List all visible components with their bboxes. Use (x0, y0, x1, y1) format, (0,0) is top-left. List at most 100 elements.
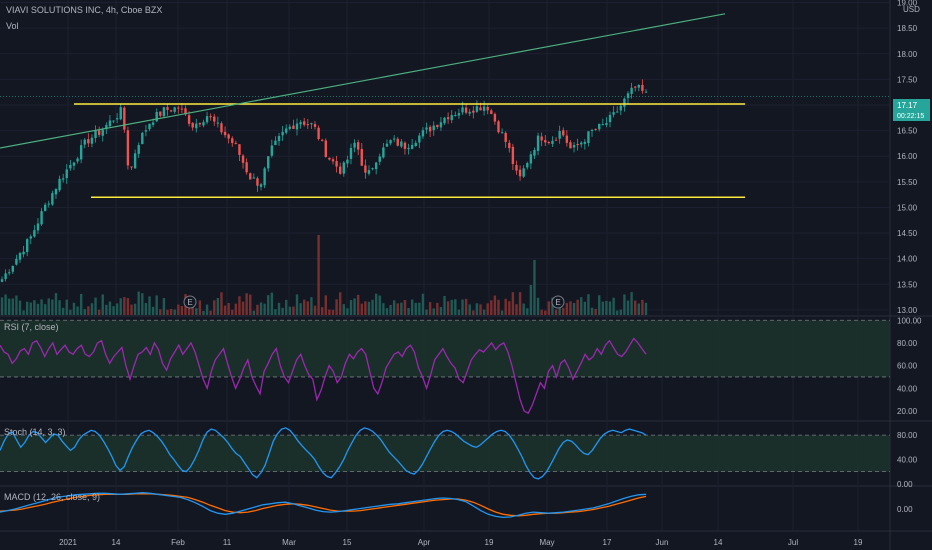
candle-body (533, 150, 536, 156)
candle-body (515, 164, 518, 171)
indicator-tick-label: 40.00 (897, 384, 918, 393)
volume-bar (202, 310, 205, 315)
candle-body (303, 121, 306, 125)
candle-body (508, 142, 511, 149)
candle-body (249, 173, 252, 180)
volume-bar (43, 304, 47, 315)
volume-bar (594, 308, 597, 315)
time-tick-label: 2021 (59, 538, 77, 547)
volume-bar (97, 309, 101, 315)
candle-body (335, 161, 338, 167)
time-tick-label: May (539, 538, 554, 547)
candles[interactable] (0, 79, 648, 283)
candle-body (166, 107, 169, 110)
candle-body (626, 93, 630, 99)
candle-body (392, 138, 396, 140)
time-axis[interactable]: 2021 14 Feb 11 Mar 15 Apr 19 May 17 Jun 14 Jul 19 (59, 538, 863, 547)
candle-body (97, 130, 101, 135)
candle-body (641, 84, 644, 91)
volume-bar (227, 302, 230, 315)
candle-body (259, 184, 263, 187)
volume-bar (479, 304, 482, 315)
volume-bar (389, 304, 392, 315)
rsi-pane[interactable] (0, 319, 890, 415)
volume-bar (500, 310, 504, 315)
candle-body (321, 139, 324, 141)
volume-bar (245, 293, 248, 315)
volume-bar (15, 295, 18, 315)
candle-body (36, 223, 40, 231)
candle-body (356, 142, 360, 150)
volume-bar (356, 294, 360, 315)
volume-bar (198, 300, 202, 315)
volume-bar (414, 302, 417, 315)
volume-bar (7, 298, 11, 315)
candle-body (396, 138, 399, 146)
candle-body (61, 178, 65, 180)
price-tick-label: 13.50 (897, 280, 918, 289)
volume-bar (547, 301, 551, 315)
candle-body (580, 142, 583, 145)
earnings-marker (551, 295, 565, 309)
volume-bar (508, 301, 511, 315)
volume-bar (626, 300, 630, 315)
rsi-line (0, 337, 647, 415)
price-tick-label: 15.50 (897, 178, 918, 187)
volume-bar (33, 300, 36, 315)
volume-bar (580, 297, 583, 315)
volume-bar (533, 260, 536, 315)
candle-body (634, 86, 637, 88)
volume-bar (299, 303, 302, 315)
volume-bar (540, 309, 543, 315)
volume-bar (133, 303, 137, 315)
candle-body (374, 162, 378, 170)
candle-body (342, 162, 345, 174)
candle-body (202, 122, 205, 126)
volume-bar (47, 298, 50, 315)
candle-body (324, 140, 327, 157)
candle-body (403, 142, 407, 149)
volume-bar (464, 298, 468, 315)
candle-body (151, 122, 155, 125)
stoch-pane[interactable] (0, 427, 890, 480)
macd-label: MACD (12, 26, close, 9) (4, 492, 100, 502)
candle-body (623, 98, 626, 107)
volume-bar (162, 298, 166, 315)
candle-body (184, 108, 187, 115)
volume-bar (446, 301, 450, 315)
drawing-overlays[interactable] (0, 13, 890, 198)
candle-body (346, 159, 349, 164)
candle-body (331, 159, 335, 162)
macd-pane[interactable] (0, 492, 647, 519)
candle-body (594, 128, 597, 130)
price-tag-2-text: 00:22:15 (897, 113, 924, 120)
candle-body (216, 122, 220, 124)
candle-body (195, 123, 198, 129)
volume-bar (400, 302, 403, 315)
candle-body (526, 163, 529, 168)
volume-bar (94, 297, 97, 315)
time-tick-label: 11 (223, 538, 232, 547)
candle-body (40, 211, 43, 225)
candle-body (554, 139, 558, 141)
candle-body (83, 139, 86, 145)
volume-bar (72, 302, 76, 315)
volume-bar (324, 295, 327, 315)
candle-body (270, 145, 274, 156)
volume-bar (590, 307, 594, 315)
volume-bar (83, 309, 86, 315)
rsi-band (0, 320, 890, 377)
candle-body (94, 130, 97, 139)
candle-body (54, 189, 58, 195)
volume-bar (76, 306, 79, 315)
volume-bar (234, 303, 238, 315)
candle-body (256, 178, 259, 186)
candle-body (601, 124, 605, 126)
volume-bar (119, 298, 122, 315)
candle-body (231, 138, 234, 143)
volume-bar (252, 310, 256, 315)
volume-bar (223, 305, 227, 315)
candle-body (220, 123, 223, 133)
